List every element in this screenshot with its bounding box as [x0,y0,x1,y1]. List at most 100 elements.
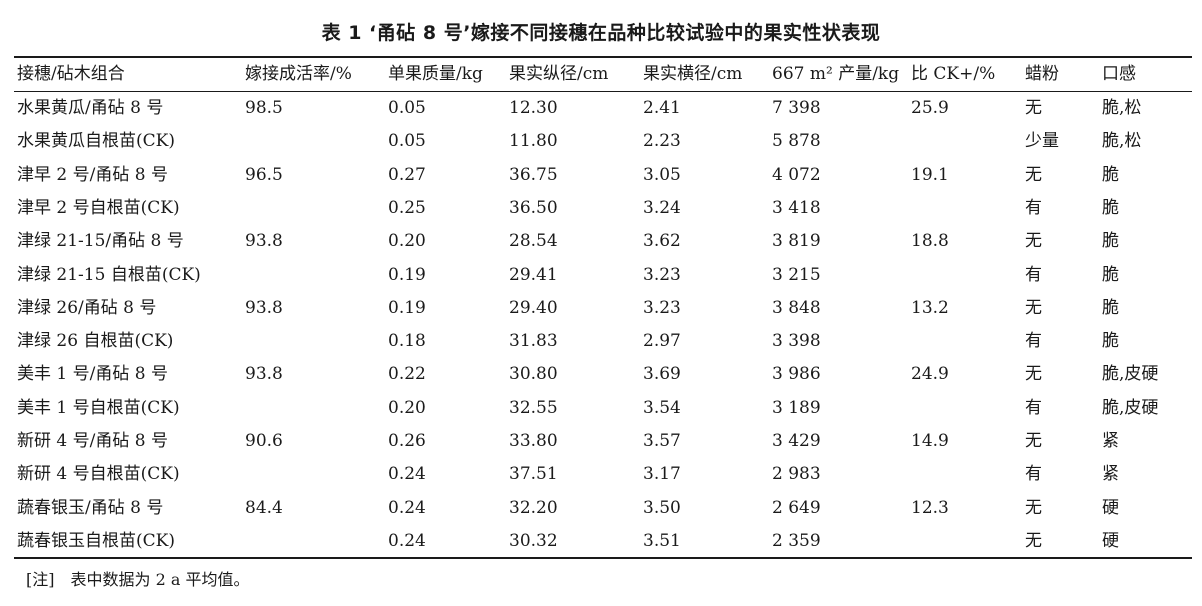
cell-fruit-mass: 0.05 [388,131,426,152]
cell-combination: 蔬春银玉自根苗(CK) [17,530,175,551]
table-row: 新研 4 号/甬砧 8 号 90.6 0.26 33.80 3.57 3 429 14.9 无… [0,425,1202,458]
cell-taste: 脆,皮硬 [1102,397,1159,418]
cell-yield: 3 986 [772,364,821,385]
cell-yield: 2 983 [772,464,821,485]
table-row: 津早 2 号自根苗(CK) 0.25 36.50 3.24 3 418 有 脆 [0,192,1202,225]
cell-combination: 美丰 1 号自根苗(CK) [17,397,180,418]
cell-vs-ck: 24.9 [911,364,949,385]
cell-vs-ck: 18.8 [911,231,949,252]
cell-yield: 5 878 [772,131,821,152]
cell-fruit-width: 3.23 [643,264,681,285]
cell-combination: 新研 4 号/甬砧 8 号 [17,431,168,451]
cell-fruit-width: 3.62 [643,231,681,252]
cell-vs-ck: 12.3 [911,497,949,518]
cell-taste: 紧 [1102,431,1119,451]
cell-fruit-length: 37.51 [509,464,558,485]
cell-vs-ck: 13.2 [911,297,949,318]
cell-yield: 3 848 [772,297,821,318]
cell-fruit-width: 3.05 [643,164,681,185]
cell-yield: 4 072 [772,164,821,185]
cell-wax-powder: 无 [1025,497,1042,518]
cell-combination: 美丰 1 号/甬砧 8 号 [17,364,168,385]
header-vs-ck: 比 CK+/% [911,64,996,84]
cell-fruit-length: 30.32 [509,530,558,551]
cell-combination: 津早 2 号/甬砧 8 号 [17,164,168,185]
bottom-rule [14,557,1192,559]
cell-fruit-width: 3.57 [643,431,681,451]
cell-taste: 脆 [1102,297,1119,318]
cell-fruit-mass: 0.18 [388,331,426,352]
cell-wax-powder: 有 [1025,331,1042,352]
cell-yield: 3 215 [772,264,821,285]
cell-wax-powder: 无 [1025,164,1042,185]
cell-wax-powder: 无 [1025,231,1042,252]
cell-fruit-mass: 0.22 [388,364,426,385]
table-row: 新研 4 号自根苗(CK) 0.24 37.51 3.17 2 983 有 紧 [0,458,1202,491]
cell-fruit-mass: 0.20 [388,397,426,418]
cell-fruit-mass: 0.24 [388,530,426,551]
cell-wax-powder: 无 [1025,364,1042,385]
header-fruit-width: 果实横径/cm [643,64,743,84]
cell-fruit-width: 3.51 [643,530,681,551]
cell-yield: 3 189 [772,397,821,418]
cell-vs-ck: 19.1 [911,164,949,185]
cell-survival-rate: 84.4 [245,497,283,518]
cell-yield: 3 398 [772,331,821,352]
header-fruit-mass: 单果质量/kg [388,64,483,84]
cell-fruit-width: 3.50 [643,497,681,518]
cell-fruit-length: 28.54 [509,231,558,252]
cell-fruit-length: 33.80 [509,431,558,451]
cell-fruit-mass: 0.19 [388,297,426,318]
cell-fruit-length: 31.83 [509,331,558,352]
cell-wax-powder: 无 [1025,98,1042,118]
cell-fruit-mass: 0.24 [388,464,426,485]
table-row: 津绿 21-15 自根苗(CK) 0.19 29.41 3.23 3 215 有 脆 [0,259,1202,292]
cell-fruit-length: 36.50 [509,197,558,218]
table-row: 津绿 26 自根苗(CK) 0.18 31.83 2.97 3 398 有 脆 [0,325,1202,358]
header-combination: 接穗/砧木组合 [17,64,125,84]
cell-vs-ck: 25.9 [911,98,949,118]
cell-taste: 脆,松 [1102,131,1142,152]
table-row: 美丰 1 号自根苗(CK) 0.20 32.55 3.54 3 189 有 脆,皮硬 [0,392,1202,425]
cell-combination: 津绿 21-15/甬砧 8 号 [17,231,184,252]
header-taste: 口感 [1102,64,1136,84]
cell-fruit-mass: 0.19 [388,264,426,285]
cell-wax-powder: 少量 [1025,131,1059,152]
table-row: 水果黄瓜/甬砧 8 号 98.5 0.05 12.30 2.41 7 398 25.9 无 脆,… [0,92,1202,125]
cell-wax-powder: 无 [1025,431,1042,451]
table-row: 蔬春银玉自根苗(CK) 0.24 30.32 3.51 2 359 无 硬 [0,525,1202,558]
top-rule [14,56,1192,58]
table-row: 津早 2 号/甬砧 8 号 96.5 0.27 36.75 3.05 4 072 19.1 无… [0,159,1202,192]
table-row: 水果黄瓜自根苗(CK) 0.05 11.80 2.23 5 878 少量 脆,松 [0,125,1202,158]
cell-yield: 2 649 [772,497,821,518]
table-row: 津绿 26/甬砧 8 号 93.8 0.19 29.40 3.23 3 848 13.2 无 脆 [0,292,1202,325]
cell-yield: 2 359 [772,530,821,551]
cell-fruit-width: 2.23 [643,131,681,152]
cell-fruit-length: 32.20 [509,497,558,518]
cell-fruit-width: 3.23 [643,297,681,318]
cell-combination: 水果黄瓜/甬砧 8 号 [17,98,164,118]
cell-yield: 3 429 [772,431,821,451]
cell-taste: 脆 [1102,164,1119,185]
cell-wax-powder: 有 [1025,464,1042,485]
cell-yield: 3 418 [772,197,821,218]
cell-taste: 脆 [1102,231,1119,252]
cell-fruit-width: 3.24 [643,197,681,218]
cell-survival-rate: 93.8 [245,231,283,252]
cell-wax-powder: 无 [1025,530,1042,551]
cell-fruit-length: 11.80 [509,131,558,152]
header-survival-rate: 嫁接成活率/% [245,64,352,84]
cell-taste: 脆 [1102,197,1119,218]
table-row: 美丰 1 号/甬砧 8 号 93.8 0.22 30.80 3.69 3 986 24.9 无… [0,358,1202,391]
table-row: 津绿 21-15/甬砧 8 号 93.8 0.20 28.54 3.62 3 819 18.… [0,225,1202,258]
cell-fruit-mass: 0.26 [388,431,426,451]
cell-fruit-mass: 0.24 [388,497,426,518]
header-fruit-length: 果实纵径/cm [509,64,609,84]
cell-taste: 脆,皮硬 [1102,364,1159,385]
cell-fruit-width: 2.97 [643,331,681,352]
cell-survival-rate: 96.5 [245,164,283,185]
cell-combination: 水果黄瓜自根苗(CK) [17,131,175,152]
cell-fruit-width: 3.17 [643,464,681,485]
cell-survival-rate: 93.8 [245,364,283,385]
cell-combination: 津绿 26/甬砧 8 号 [17,297,157,318]
